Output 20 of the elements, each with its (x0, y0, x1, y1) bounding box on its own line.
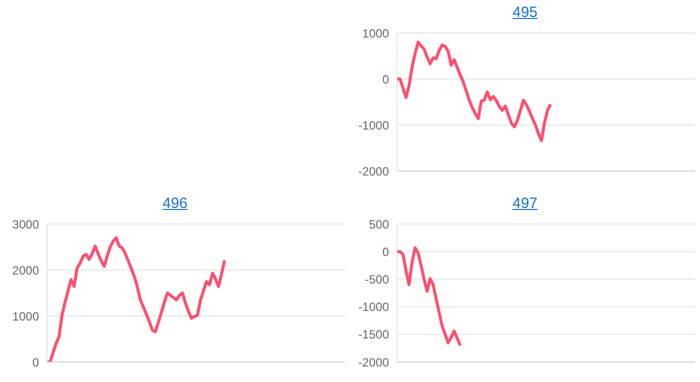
y-tick-label: 2000 (12, 263, 40, 278)
y-tick-label: -1500 (358, 328, 390, 342)
y-tick-label: -1000 (358, 118, 390, 132)
y-tick-label: -2000 (358, 355, 390, 370)
chart-title: 495 (512, 4, 538, 21)
y-tick-label: 3000 (12, 217, 40, 232)
y-tick-label: 0 (382, 72, 390, 86)
y-tick-label: 500 (368, 217, 390, 232)
y-tick-label: 1000 (12, 309, 40, 324)
y-tick-label: 1000 (362, 26, 390, 40)
y-tick-label: -2000 (358, 164, 390, 178)
line-series (396, 246, 462, 347)
y-tick-label: -1000 (358, 300, 390, 314)
y-tick-label: -500 (364, 272, 390, 286)
chart-title: 496 (162, 195, 188, 212)
y-tick-label: 0 (382, 244, 390, 259)
line-series (396, 40, 552, 142)
chart-title: 497 (512, 195, 538, 212)
line-series (46, 236, 226, 362)
y-tick-label: 0 (32, 355, 40, 370)
